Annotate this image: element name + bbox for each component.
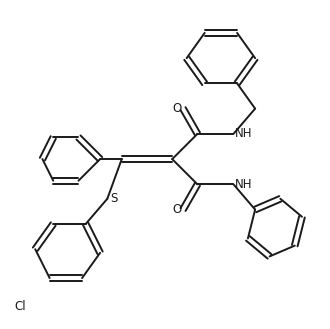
- Text: NH: NH: [235, 178, 253, 191]
- Text: O: O: [172, 203, 181, 216]
- Text: O: O: [172, 102, 181, 115]
- Text: Cl: Cl: [15, 300, 26, 314]
- Text: S: S: [110, 192, 117, 205]
- Text: NH: NH: [235, 127, 253, 140]
